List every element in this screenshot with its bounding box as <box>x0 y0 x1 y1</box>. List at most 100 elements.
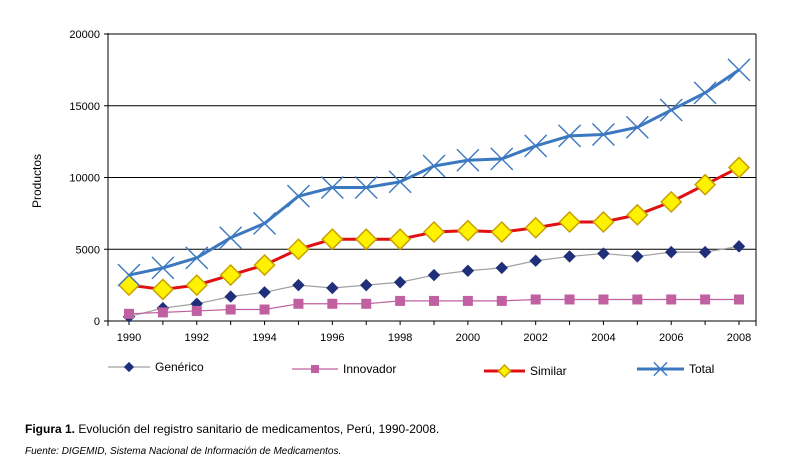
data-point <box>660 190 683 213</box>
data-point <box>311 365 319 373</box>
data-point <box>327 298 338 309</box>
data-point <box>461 264 475 277</box>
data-point <box>287 238 310 261</box>
data-point <box>490 147 514 171</box>
data-point <box>456 219 479 242</box>
series-line <box>128 68 740 277</box>
data-point <box>321 228 344 251</box>
x-tick-label: 1990 <box>117 332 141 344</box>
data-point-stroke <box>591 122 615 146</box>
data-point-stroke <box>490 147 514 171</box>
data-point <box>558 124 582 148</box>
data-point <box>225 304 236 315</box>
figure-caption: Figura 1. Evolución del registro sanitar… <box>25 422 439 436</box>
data-point <box>727 156 751 179</box>
data-point <box>326 281 339 295</box>
data-point <box>490 220 513 244</box>
data-point <box>258 286 271 299</box>
data-point <box>360 278 373 292</box>
y-tick-label: 20000 <box>69 29 100 41</box>
x-tick-label: 2002 <box>523 332 547 344</box>
data-point-stroke <box>558 124 582 148</box>
data-point <box>496 295 507 306</box>
x-tick-label: 2006 <box>659 332 683 344</box>
data-point <box>666 294 677 305</box>
data-point-stroke <box>185 246 209 270</box>
data-point-stroke <box>117 263 141 287</box>
data-point <box>495 261 508 275</box>
data-point-stroke <box>524 134 548 158</box>
data-point <box>698 245 712 259</box>
axes: 0 5000 10000 15000 20000 1990 1992 1994 1996 1998… <box>69 29 757 344</box>
data-point-stroke <box>286 184 310 208</box>
data-point <box>259 304 270 315</box>
y-tick-label: 15000 <box>69 101 100 113</box>
data-point <box>625 115 649 139</box>
x-tick-label: 1996 <box>320 332 344 344</box>
data-point <box>293 298 304 309</box>
data-point <box>354 176 378 200</box>
data-point <box>632 294 643 305</box>
data-point <box>659 98 683 122</box>
data-point-stroke <box>422 154 446 178</box>
x-tick-label: 1998 <box>388 332 412 344</box>
series-1 <box>124 294 744 319</box>
y-tick-label: 0 <box>94 316 100 328</box>
data-point <box>694 173 717 196</box>
data-point <box>151 256 175 280</box>
data-point <box>320 176 344 200</box>
legend-label: Total <box>689 362 714 376</box>
data-point <box>524 134 548 158</box>
data-point <box>224 290 237 303</box>
data-point <box>389 228 412 251</box>
data-point <box>191 305 202 316</box>
data-point <box>185 274 208 297</box>
data-point <box>592 210 615 234</box>
data-point <box>462 295 473 306</box>
x-tick-label: 2008 <box>727 332 751 344</box>
legend-label: Genérico <box>155 360 204 374</box>
x-tick-label: 2004 <box>591 332 615 344</box>
y-axis-title: Productos <box>30 154 44 208</box>
data-point <box>653 361 668 377</box>
figure-source: Fuente: DIGEMID, Sistema Nacional de Inf… <box>25 446 342 457</box>
data-point-stroke <box>625 115 649 139</box>
data-point <box>388 170 412 194</box>
data-point-stroke <box>219 226 243 250</box>
data-point-stroke <box>151 256 175 280</box>
x-tick-label: 1994 <box>252 332 276 344</box>
y-tick-label: 5000 <box>76 244 100 256</box>
legend-item-1: Innovador <box>292 362 396 376</box>
data-point-stroke <box>320 176 344 200</box>
data-point-stroke <box>653 361 668 377</box>
data-point-stroke <box>354 176 378 200</box>
data-point <box>123 361 135 373</box>
legend-item-0: Genérico <box>108 360 204 374</box>
data-point <box>253 253 276 277</box>
data-point <box>524 216 547 239</box>
data-point-stroke <box>693 81 717 105</box>
legend-item-3: Total <box>637 361 714 377</box>
data-point <box>529 254 542 267</box>
data-point <box>117 274 141 297</box>
data-point <box>530 294 541 305</box>
data-point-stroke <box>253 211 277 235</box>
data-point <box>665 245 678 259</box>
data-point <box>395 295 406 306</box>
data-point <box>598 294 609 305</box>
data-point <box>422 154 446 178</box>
data-point <box>564 294 575 305</box>
data-point <box>185 246 209 270</box>
legend-label: Similar <box>530 364 567 378</box>
data-point <box>157 307 168 318</box>
data-point <box>124 308 134 319</box>
x-tick-label: 1992 <box>185 332 209 344</box>
data-point <box>558 210 581 234</box>
series-0 <box>122 240 746 323</box>
data-point <box>591 122 615 146</box>
data-point <box>626 203 649 226</box>
data-point <box>732 240 746 253</box>
data-point <box>393 276 407 289</box>
data-point <box>253 211 277 235</box>
